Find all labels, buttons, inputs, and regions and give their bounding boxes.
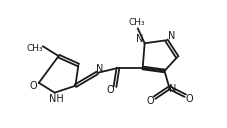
Text: O: O	[29, 81, 37, 91]
Text: N: N	[136, 34, 143, 44]
Text: N: N	[167, 31, 174, 41]
Text: CH₃: CH₃	[128, 18, 144, 27]
Text: O: O	[185, 94, 192, 104]
Text: NH: NH	[49, 94, 64, 104]
Text: O: O	[146, 96, 154, 106]
Text: N: N	[168, 84, 175, 94]
Text: O: O	[106, 85, 113, 95]
Text: N: N	[96, 64, 103, 74]
Text: CH₃: CH₃	[26, 44, 43, 53]
